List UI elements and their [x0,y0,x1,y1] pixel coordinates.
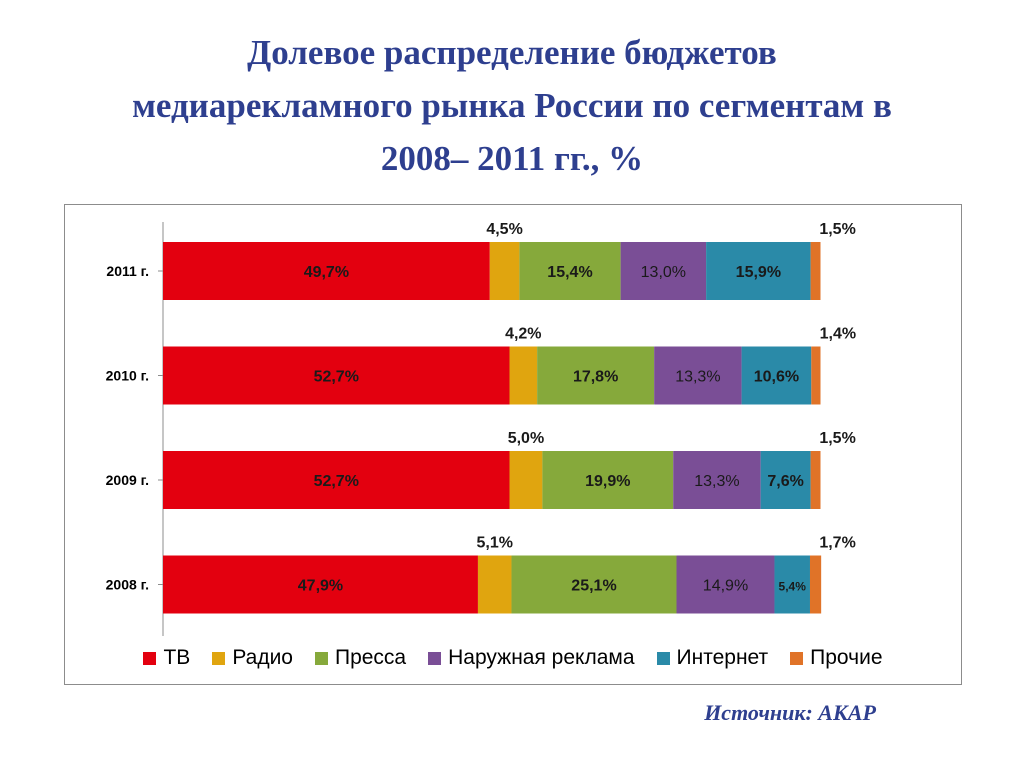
data-label: 5,1% [476,535,512,552]
data-label: 1,4% [820,326,856,343]
chart-title: Долевое распределение бюджетов медиарекл… [0,26,1024,185]
bar-segment [676,555,775,614]
data-label: 4,5% [486,221,522,238]
legend-swatch [143,651,157,665]
category-label: 2008 г. [106,577,149,593]
bar-segment [809,555,822,614]
data-label: 1,5% [819,430,855,447]
title-line-2: медиарекламного рынка России по сегмента… [132,86,892,125]
legend-swatch [314,651,328,665]
bar-segment [509,451,543,509]
legend-label: Радио [232,646,293,669]
bar-segment [774,555,810,614]
legend-swatch [428,651,442,665]
data-label: 15,4% [547,264,592,281]
bar-segment [163,346,510,405]
bar-segment [509,346,538,405]
bar-segment [489,242,520,300]
bar-segment [760,451,811,509]
bar-segment [741,346,812,405]
data-label: 47,9% [298,578,343,595]
legend-item: Пресса [314,646,407,670]
title-line-1: Долевое распределение бюджетов [247,33,777,72]
bar-segment [477,555,512,614]
chart-legend: ТВ Радио Пресса Наружная реклама Интернет Про… [64,646,962,670]
legend-label: Пресса [334,646,407,669]
data-label: 19,9% [585,473,630,490]
data-label: 4,2% [505,326,541,343]
bar-segment [810,242,821,300]
legend-label: Прочие [810,646,883,669]
data-label: 52,7% [314,473,359,490]
chart-frame [64,204,962,685]
data-label: 17,8% [573,369,618,386]
data-label: 10,6% [754,369,799,386]
bar-segment [163,242,490,300]
data-label: 15,9% [736,264,781,281]
source-note: Источник: АКАР [704,700,876,725]
legend-swatch [656,651,670,665]
category-label: 2009 г. [106,472,149,488]
category-label: 2010 г. [106,368,149,384]
bar-segment [706,242,811,300]
data-label: 1,7% [819,535,855,552]
data-label: 13,3% [675,369,720,386]
bar-segment [163,451,510,509]
bar-segment [654,346,742,405]
category-label: 2011 г. [106,263,149,279]
bar-segment [511,555,677,614]
bar-segment [542,451,674,509]
legend-item: ТВ [143,646,190,670]
bar-segment [519,242,621,300]
data-label: 49,7% [304,264,349,281]
bar-segment [163,555,478,614]
legend-item: Интернет [656,646,769,670]
title-line-3: 2008– 2011 гг., % [380,139,644,178]
legend-label: Наружная реклама [448,646,635,669]
legend-item: Прочие [790,646,883,670]
legend-swatch [212,651,226,665]
data-label: 14,9% [703,578,748,595]
legend-label: ТВ [163,646,191,669]
legend-item: Радио [212,646,293,670]
data-label: 1,5% [819,221,855,238]
data-label: 25,1% [571,578,616,595]
data-label: 13,3% [694,473,739,490]
legend-swatch [790,651,804,665]
bar-segment [673,451,761,509]
bar-segment [620,242,707,300]
data-label: 13,0% [641,264,686,281]
bar-segment [811,346,821,405]
legend-label: Интернет [676,646,769,669]
data-label: 52,7% [314,369,359,386]
data-label: 5,0% [508,430,544,447]
bar-segment [810,451,821,509]
legend-item: Наружная реклама [428,646,635,670]
data-label: 7,6% [767,473,803,490]
bar-segment [537,346,655,405]
data-label: 5,4% [779,580,807,594]
